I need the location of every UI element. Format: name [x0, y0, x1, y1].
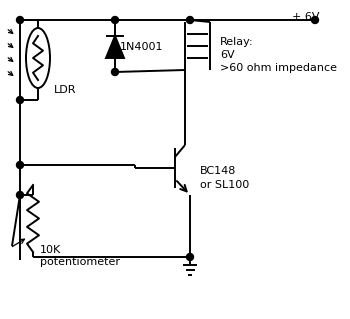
Circle shape	[16, 161, 23, 168]
Circle shape	[16, 17, 23, 24]
Circle shape	[112, 17, 119, 24]
Circle shape	[16, 191, 23, 198]
Text: + 6V: + 6V	[292, 12, 320, 22]
Circle shape	[112, 69, 119, 76]
Circle shape	[187, 17, 194, 24]
Text: 10K
potentiometer: 10K potentiometer	[40, 245, 120, 267]
Text: BC148
or SL100: BC148 or SL100	[200, 167, 249, 189]
Polygon shape	[106, 36, 124, 58]
Text: Relay:
6V
>60 ohm impedance: Relay: 6V >60 ohm impedance	[220, 37, 337, 73]
Text: LDR: LDR	[54, 85, 77, 95]
Circle shape	[312, 17, 318, 24]
Text: 1N4001: 1N4001	[120, 42, 163, 52]
Circle shape	[16, 97, 23, 103]
Circle shape	[187, 254, 194, 261]
